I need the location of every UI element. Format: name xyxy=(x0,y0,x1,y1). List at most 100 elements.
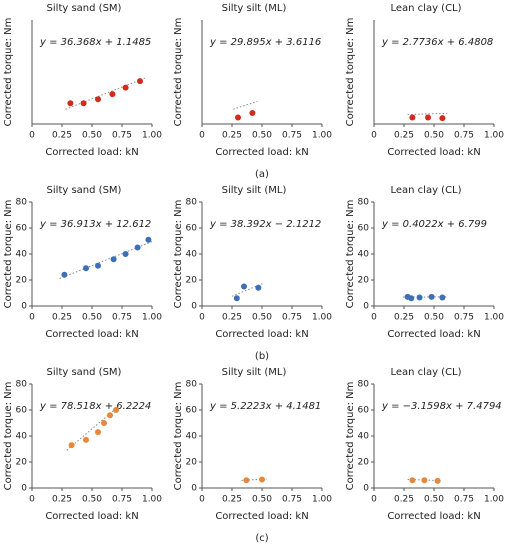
y-tick-label: 80 xyxy=(186,198,198,208)
x-tick-label: 1.00 xyxy=(142,495,162,505)
y-tick-label: 60 xyxy=(358,224,370,234)
data-point xyxy=(421,477,428,484)
data-point xyxy=(109,91,116,98)
data-point xyxy=(409,114,416,121)
trend-line xyxy=(407,112,448,116)
data-point xyxy=(409,477,416,484)
equation: y = 29.895x + 3.6116 xyxy=(209,37,321,48)
x-tick-label: 0.25 xyxy=(222,495,242,505)
data-point xyxy=(80,100,87,107)
trend-line xyxy=(233,100,258,110)
y-axis-label: Corrected torque: Nm xyxy=(345,200,356,309)
data-point xyxy=(259,476,265,483)
y-axis-label: Corrected torque: Nm xyxy=(3,200,14,309)
data-point xyxy=(137,78,143,85)
x-tick-label: 0.50 xyxy=(424,313,444,323)
x-axis-label: Corrected load: kN xyxy=(215,511,308,522)
chart-title: Lean clay (CL) xyxy=(390,185,461,196)
x-tick-label: 0 xyxy=(371,131,377,141)
y-tick-label: 80 xyxy=(16,380,28,390)
x-tick-label: 0.50 xyxy=(82,131,102,141)
x-tick-label: 0.50 xyxy=(252,495,272,505)
chart-title: Silty silt (ML) xyxy=(222,185,287,196)
data-point xyxy=(95,262,101,269)
x-tick-label: 0.50 xyxy=(82,495,102,505)
y-tick-label: 20 xyxy=(16,276,28,286)
data-point xyxy=(439,115,446,122)
x-tick-label: 0.50 xyxy=(424,131,444,141)
y-tick-label: 80 xyxy=(186,380,198,390)
y-tick-label: 80 xyxy=(16,198,28,208)
x-tick-label: 0.50 xyxy=(82,313,102,323)
y-axis-label: Corrected torque: Nm xyxy=(345,382,356,491)
data-point xyxy=(425,114,431,121)
equation: y = 0.4022x + 6.799 xyxy=(381,219,487,230)
y-tick-label: 20 xyxy=(358,276,370,286)
x-tick-label: 0.75 xyxy=(454,131,474,141)
y-tick-label: 60 xyxy=(186,224,198,234)
x-tick-label: 0.25 xyxy=(394,313,414,323)
x-tick-label: 0 xyxy=(29,131,35,141)
y-axis-label: Corrected torque: Nm xyxy=(173,18,184,127)
x-tick-label: 1.00 xyxy=(484,313,504,323)
y-axis-label: Corrected torque: Nm xyxy=(173,382,184,491)
x-tick-label: 0.50 xyxy=(424,495,444,505)
data-point xyxy=(101,420,107,426)
chart-title: Silty silt (ML) xyxy=(222,367,287,378)
x-tick-label: 0.75 xyxy=(112,313,132,323)
y-tick-label: 60 xyxy=(16,224,28,234)
data-point xyxy=(122,251,129,257)
chart-title: Silty sand (SM) xyxy=(47,185,122,196)
x-tick-label: 1.00 xyxy=(484,131,504,141)
x-tick-label: 0.75 xyxy=(282,131,302,141)
y-tick-label: 40 xyxy=(186,250,198,260)
panel-label: (c) xyxy=(255,533,268,544)
data-point xyxy=(134,244,141,251)
equation: y = −3.1598x + 7.4794 xyxy=(381,401,502,412)
x-tick-label: 0 xyxy=(29,313,35,323)
data-point xyxy=(113,407,119,413)
x-tick-label: 1.00 xyxy=(312,131,332,141)
x-axis-label: Corrected load: kN xyxy=(45,329,138,340)
x-tick-label: 0.75 xyxy=(112,495,132,505)
data-point xyxy=(110,256,117,263)
data-point xyxy=(122,84,129,91)
x-tick-label: 0.25 xyxy=(52,131,72,141)
x-tick-label: 0.50 xyxy=(252,313,272,323)
data-point xyxy=(428,293,435,300)
data-point xyxy=(255,284,262,291)
chart-title: Silty sand (SM) xyxy=(47,367,122,378)
data-point xyxy=(233,295,240,302)
data-point xyxy=(83,265,89,272)
data-point xyxy=(249,109,256,116)
y-tick-label: 40 xyxy=(16,432,28,442)
x-tick-label: 0 xyxy=(199,495,205,505)
data-point xyxy=(107,412,113,419)
chart-title: Lean clay (CL) xyxy=(390,3,461,14)
y-axis-label: Corrected torque: Nm xyxy=(173,200,184,309)
chart-title: Silty silt (ML) xyxy=(222,3,287,14)
y-tick-label: 40 xyxy=(358,250,370,260)
x-tick-label: 0.75 xyxy=(282,495,302,505)
y-tick-label: 60 xyxy=(16,406,28,416)
y-tick-label: 80 xyxy=(358,380,370,390)
equation: y = 2.7736x + 6.4808 xyxy=(381,37,493,48)
x-tick-label: 0.75 xyxy=(454,313,474,323)
data-point xyxy=(434,477,441,484)
x-tick-label: 0 xyxy=(199,131,205,141)
y-tick-label: 80 xyxy=(358,198,370,208)
x-tick-label: 0.25 xyxy=(222,313,242,323)
x-axis-label: Corrected load: kN xyxy=(387,511,480,522)
y-tick-label: 20 xyxy=(358,458,370,468)
x-tick-label: 0 xyxy=(371,313,377,323)
data-point xyxy=(416,294,423,301)
chart-title: Lean clay (CL) xyxy=(390,367,461,378)
y-tick-label: 0 xyxy=(191,302,197,312)
x-axis-label: Corrected load: kN xyxy=(387,329,480,340)
y-tick-label: 60 xyxy=(358,406,370,416)
x-axis-label: Corrected load: kN xyxy=(215,329,308,340)
y-tick-label: 20 xyxy=(186,458,198,468)
data-point xyxy=(95,429,101,436)
data-point xyxy=(68,442,75,449)
